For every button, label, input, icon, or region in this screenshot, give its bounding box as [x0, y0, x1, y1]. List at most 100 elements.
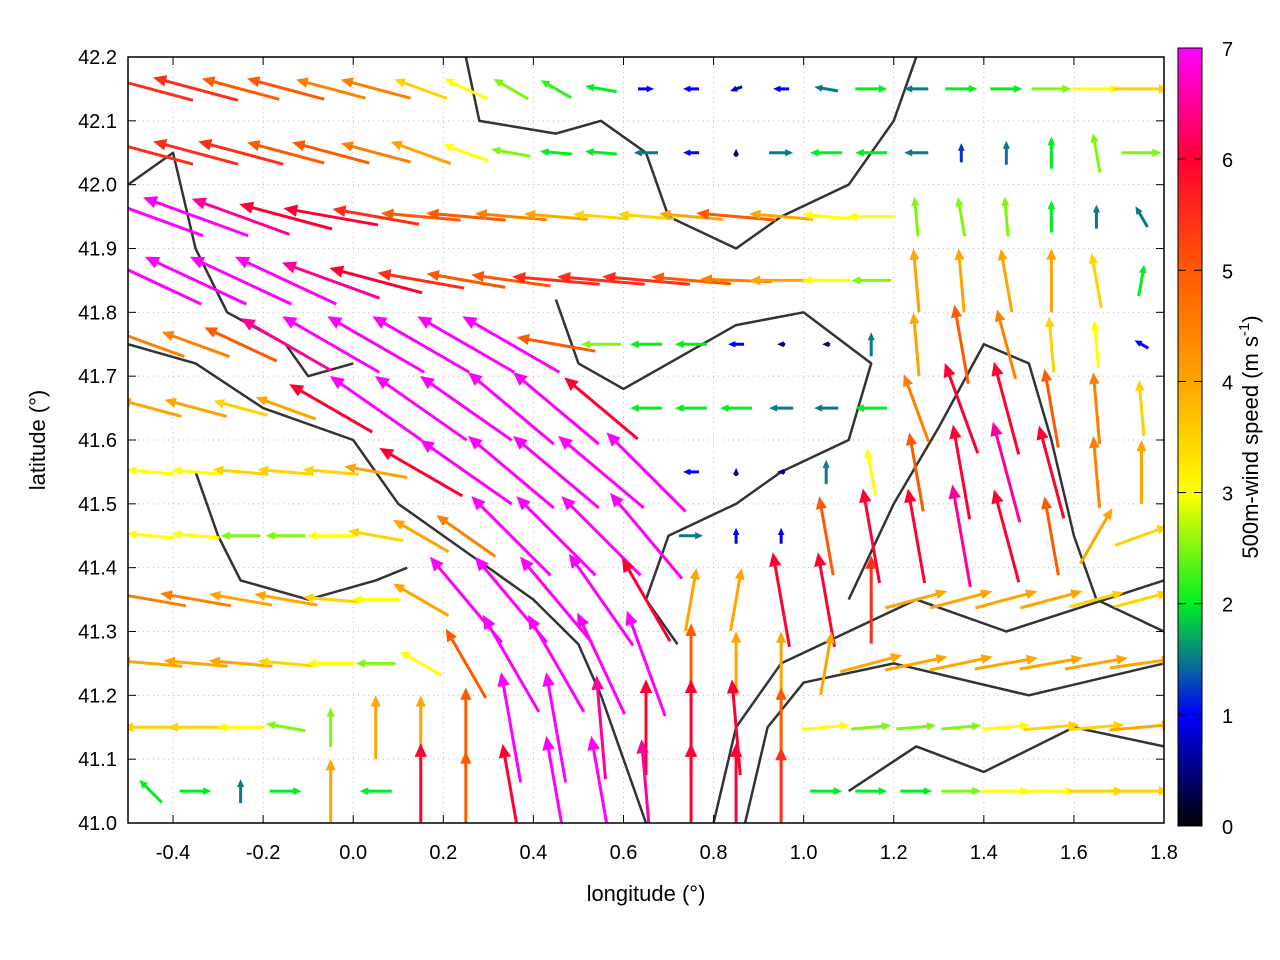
vector-head [855, 404, 864, 412]
vector-head [142, 196, 159, 209]
vector-head [749, 209, 761, 220]
vector-head [144, 256, 161, 269]
wind-vector [904, 149, 929, 157]
colorbar-tick-label: 0 [1222, 817, 1233, 839]
wind-vector [1027, 786, 1076, 796]
vector-head [1135, 206, 1143, 215]
vector-head [685, 623, 697, 636]
vector-head [139, 779, 149, 789]
wind-vector [247, 76, 325, 101]
vector-head [377, 269, 392, 281]
wind-vector [749, 209, 814, 221]
vector-shaft [339, 208, 420, 226]
vector-head [497, 672, 510, 687]
vector-head [191, 197, 208, 210]
wind-vector [237, 779, 245, 804]
wind-vector [731, 631, 742, 696]
vector-shaft [772, 560, 791, 648]
vector-head [370, 695, 381, 707]
vector-head [257, 465, 269, 476]
vector-head [491, 146, 502, 155]
wind-vector [585, 83, 617, 94]
colorbar-tick-label: 1 [1222, 706, 1233, 728]
vector-head [493, 78, 504, 88]
wind-vector [444, 78, 489, 101]
vector-shaft [994, 496, 1021, 583]
vector-head [462, 316, 478, 329]
vector-head [161, 330, 175, 342]
vector-head [254, 591, 267, 601]
wind-vector [462, 316, 561, 374]
wind-vector [467, 435, 555, 510]
vector-head [775, 747, 788, 761]
vector-shaft [1044, 375, 1060, 448]
vector-head [519, 556, 534, 572]
wind-vector [991, 489, 1021, 583]
vector-shaft [295, 386, 374, 434]
vector-head [460, 687, 472, 700]
vector-shaft [468, 319, 561, 374]
wind-vector [975, 589, 1038, 610]
vector-shaft [755, 212, 814, 221]
vector-shaft [141, 782, 163, 804]
vector-head [991, 489, 1004, 505]
wind-vector [1121, 148, 1162, 157]
wind-vector [108, 139, 194, 166]
vector-head [1092, 204, 1101, 213]
vector-shaft [941, 724, 976, 731]
colorbar-tick-label: 2 [1222, 595, 1233, 617]
vector-shaft [388, 212, 461, 222]
wind-vectors [108, 75, 1164, 823]
wind-vector [265, 531, 306, 540]
wind-vector [426, 270, 506, 289]
wind-vector [911, 196, 920, 237]
vector-shaft [260, 593, 318, 607]
vector-head [1020, 786, 1031, 796]
vector-head [734, 568, 745, 580]
vector-head [802, 275, 813, 285]
vector-head [972, 786, 982, 796]
vector-shaft [502, 751, 519, 823]
vector-head [726, 679, 740, 694]
vector-head [257, 657, 269, 667]
wind-vector [540, 80, 572, 100]
vector-head [775, 687, 787, 700]
wind-vector [930, 589, 993, 610]
wind-vector [945, 85, 978, 93]
colorbar-tick-label: 3 [1222, 484, 1233, 506]
vector-shaft [398, 585, 450, 617]
vector-head [824, 631, 835, 644]
wind-vector [625, 610, 667, 717]
vector-head [128, 466, 137, 476]
vector-head [108, 139, 122, 150]
vector-head [325, 759, 336, 771]
vector-head [585, 148, 594, 156]
vector-head [630, 404, 639, 412]
wind-vector [524, 209, 588, 221]
vector-shaft [993, 429, 1022, 523]
vector-head [822, 341, 829, 348]
wind-vector [1020, 589, 1083, 610]
wind-vector [855, 148, 888, 157]
wind-vector [482, 614, 541, 713]
vector-head [445, 628, 457, 643]
wind-vector [128, 594, 187, 608]
vector-shaft [1020, 591, 1077, 610]
wind-vector [445, 628, 488, 699]
wind-vector [212, 465, 269, 476]
vector-head [950, 304, 963, 319]
vector-shaft [530, 212, 588, 221]
vector-head [415, 695, 426, 707]
vector-head [864, 448, 874, 459]
vector-shaft [128, 81, 194, 102]
x-tick-label: 1.8 [1150, 842, 1178, 864]
wind-vector [902, 374, 930, 443]
vector-head [283, 204, 299, 217]
wind-vector [1134, 340, 1150, 350]
y-tick-label: 41.7 [78, 366, 117, 388]
wind-vector [1114, 525, 1164, 547]
vector-shaft [448, 79, 489, 101]
vector-head [622, 558, 635, 574]
vector-shaft [473, 376, 555, 446]
wind-vector [683, 468, 700, 476]
